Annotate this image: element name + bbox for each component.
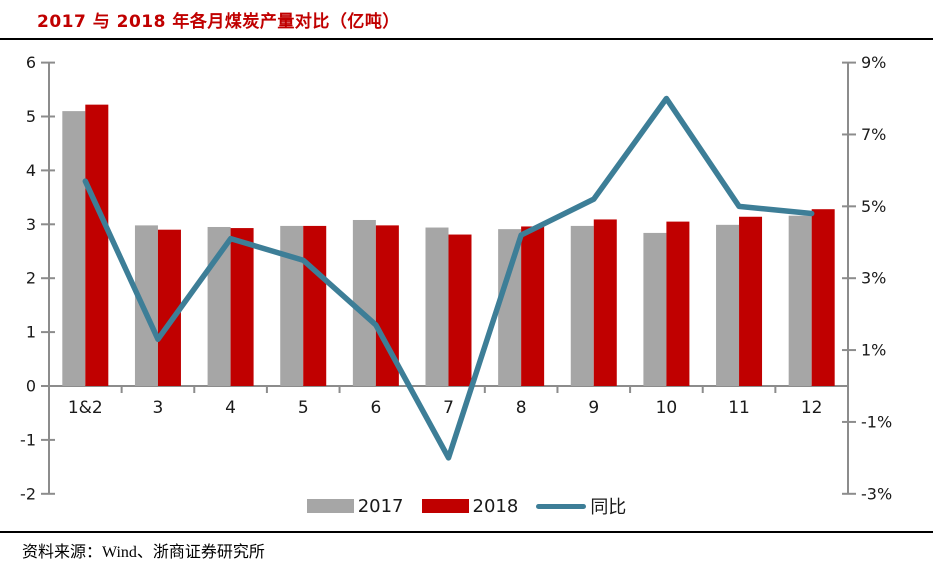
left-axis-tick-label: 2 [26,269,36,288]
bar-2018-1&2 [85,104,109,386]
bar-2017-3 [134,225,158,386]
right-axis-tick-label: 3% [861,269,886,288]
x-axis-category-label: 5 [298,398,309,418]
source-note: 资料来源：Wind、浙商证券研究所 [22,544,265,561]
bar-2018-11 [739,216,763,386]
left-axis-tick-label: -1 [20,430,36,449]
right-axis-tick-label: 9% [861,53,886,72]
legend-item-yoy: 同比 [536,493,626,519]
bar-2017-10 [643,232,667,386]
bar-2018-9 [593,219,617,386]
bar-2018-3 [157,229,181,386]
bar-2017-12 [788,215,812,386]
bar-2017-7 [425,227,449,386]
right-axis-tick-label: -1% [861,412,892,431]
left-axis-tick-label: 5 [26,107,36,126]
legend-swatch-2017 [306,499,354,513]
x-axis-category-label: 3 [153,398,164,418]
x-axis-category-label: 6 [370,398,381,418]
bar-2018-10 [666,221,690,386]
bar-2018-6 [375,225,399,386]
footer-divider [0,531,933,533]
right-axis-tick-label: -3% [861,484,892,503]
bar-2017-11 [716,224,740,386]
legend-item-2018: 2018 [421,495,519,517]
x-axis-category-label: 8 [516,398,527,418]
left-axis-tick-label: 1 [26,323,36,342]
legend-label-2017: 2017 [357,495,404,517]
x-axis-category-label: 4 [225,398,236,418]
right-axis-tick-label: 5% [861,197,886,216]
title-divider [0,38,933,40]
left-axis-tick-label: 4 [26,161,36,180]
bar-2018-8 [521,226,545,386]
legend-swatch-yoy-line [536,503,587,509]
legend-label-2018: 2018 [472,495,519,517]
legend-label-yoy: 同比 [590,497,627,518]
left-axis-tick-label: 6 [26,53,36,72]
bar-2017-8 [498,229,522,386]
x-axis-category-label: 12 [801,398,823,418]
bar-2017-9 [570,225,594,386]
bar-2018-4 [230,228,254,386]
yoy-line [82,95,815,461]
bar-2018-5 [303,225,327,386]
x-axis-category-label: 7 [443,398,454,418]
x-axis-category-label: 10 [656,398,678,418]
bar-2017-1&2 [62,111,86,387]
bar-2018-7 [448,234,472,386]
legend-item-2017: 2017 [306,495,404,517]
chart-legend: 2017 2018 同比 [0,492,933,520]
left-axis-tick-label: 0 [26,377,36,396]
bar-2017-6 [352,219,376,386]
right-axis-tick-label: 7% [861,125,886,144]
bar-2017-5 [280,225,304,386]
x-axis-category-label: 1&2 [68,398,103,418]
x-axis-category-label: 11 [728,398,750,418]
left-axis-tick-label: -2 [20,484,36,503]
bar-2018-12 [811,209,835,386]
left-axis-tick-label: 3 [26,215,36,234]
chart-title: 2017 与 2018 年各月煤炭产量对比（亿吨） [37,12,400,32]
right-axis-tick-label: 1% [861,341,886,360]
legend-swatch-2018 [421,499,469,513]
x-axis-category-label: 9 [588,398,599,418]
